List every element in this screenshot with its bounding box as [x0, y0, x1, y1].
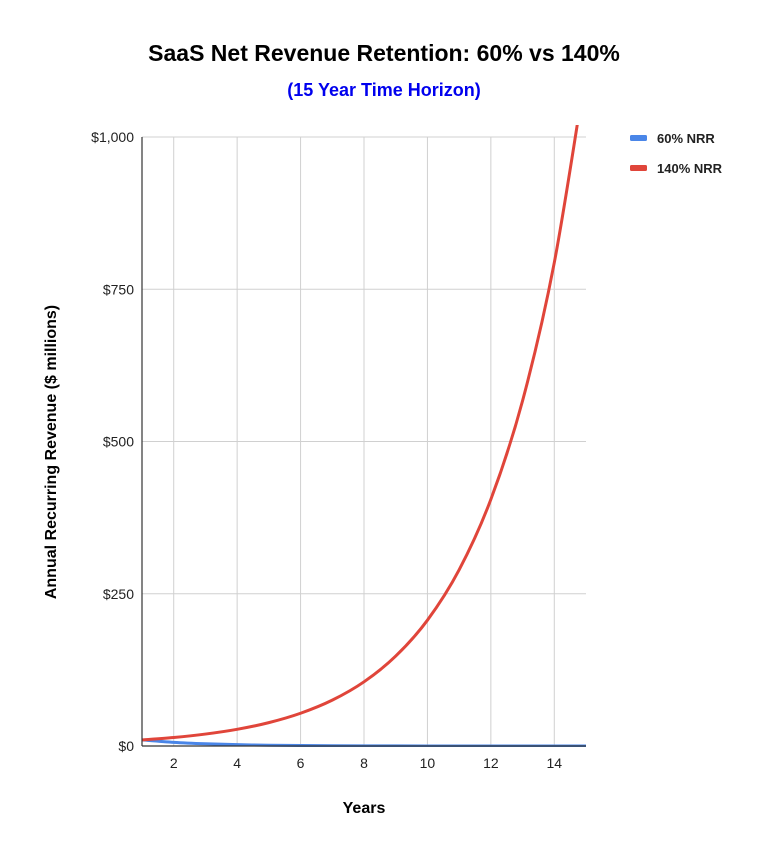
x-tick-label: 6: [297, 755, 305, 771]
y-tick-label: $250: [103, 586, 134, 602]
x-axis-title: Years: [343, 800, 386, 817]
tick-label-layer: $0 $250 $500 $750 $1,000 2 4 6 8 10 12 14: [91, 129, 562, 771]
x-tick-label: 10: [420, 755, 436, 771]
legend-label-60-nrr: 60% NRR: [657, 131, 715, 146]
y-axis-title: Annual Recurring Revenue ($ millions): [43, 305, 60, 599]
series-line-140-nrr: [142, 125, 579, 742]
legend: 60% NRR 140% NRR: [630, 131, 723, 176]
y-tick-label: $500: [103, 434, 134, 450]
grid-layer: [142, 136, 586, 746]
legend-swatch-140-nrr: [630, 165, 647, 171]
y-tick-label: $0: [118, 738, 134, 754]
axis-layer: [141, 137, 586, 747]
chart-title: SaaS Net Revenue Retention: 60% vs 140%: [148, 40, 620, 66]
x-tick-label: 4: [233, 755, 241, 771]
legend-label-140-nrr: 140% NRR: [657, 161, 723, 176]
x-tick-label: 12: [483, 755, 499, 771]
x-tick-label: 14: [546, 755, 562, 771]
y-tick-label: $750: [103, 281, 134, 297]
y-tick-label: $1,000: [91, 129, 134, 145]
x-tick-label: 2: [170, 755, 178, 771]
x-tick-label: 8: [360, 755, 368, 771]
legend-swatch-60-nrr: [630, 135, 647, 141]
chart-subtitle: (15 Year Time Horizon): [287, 80, 481, 100]
